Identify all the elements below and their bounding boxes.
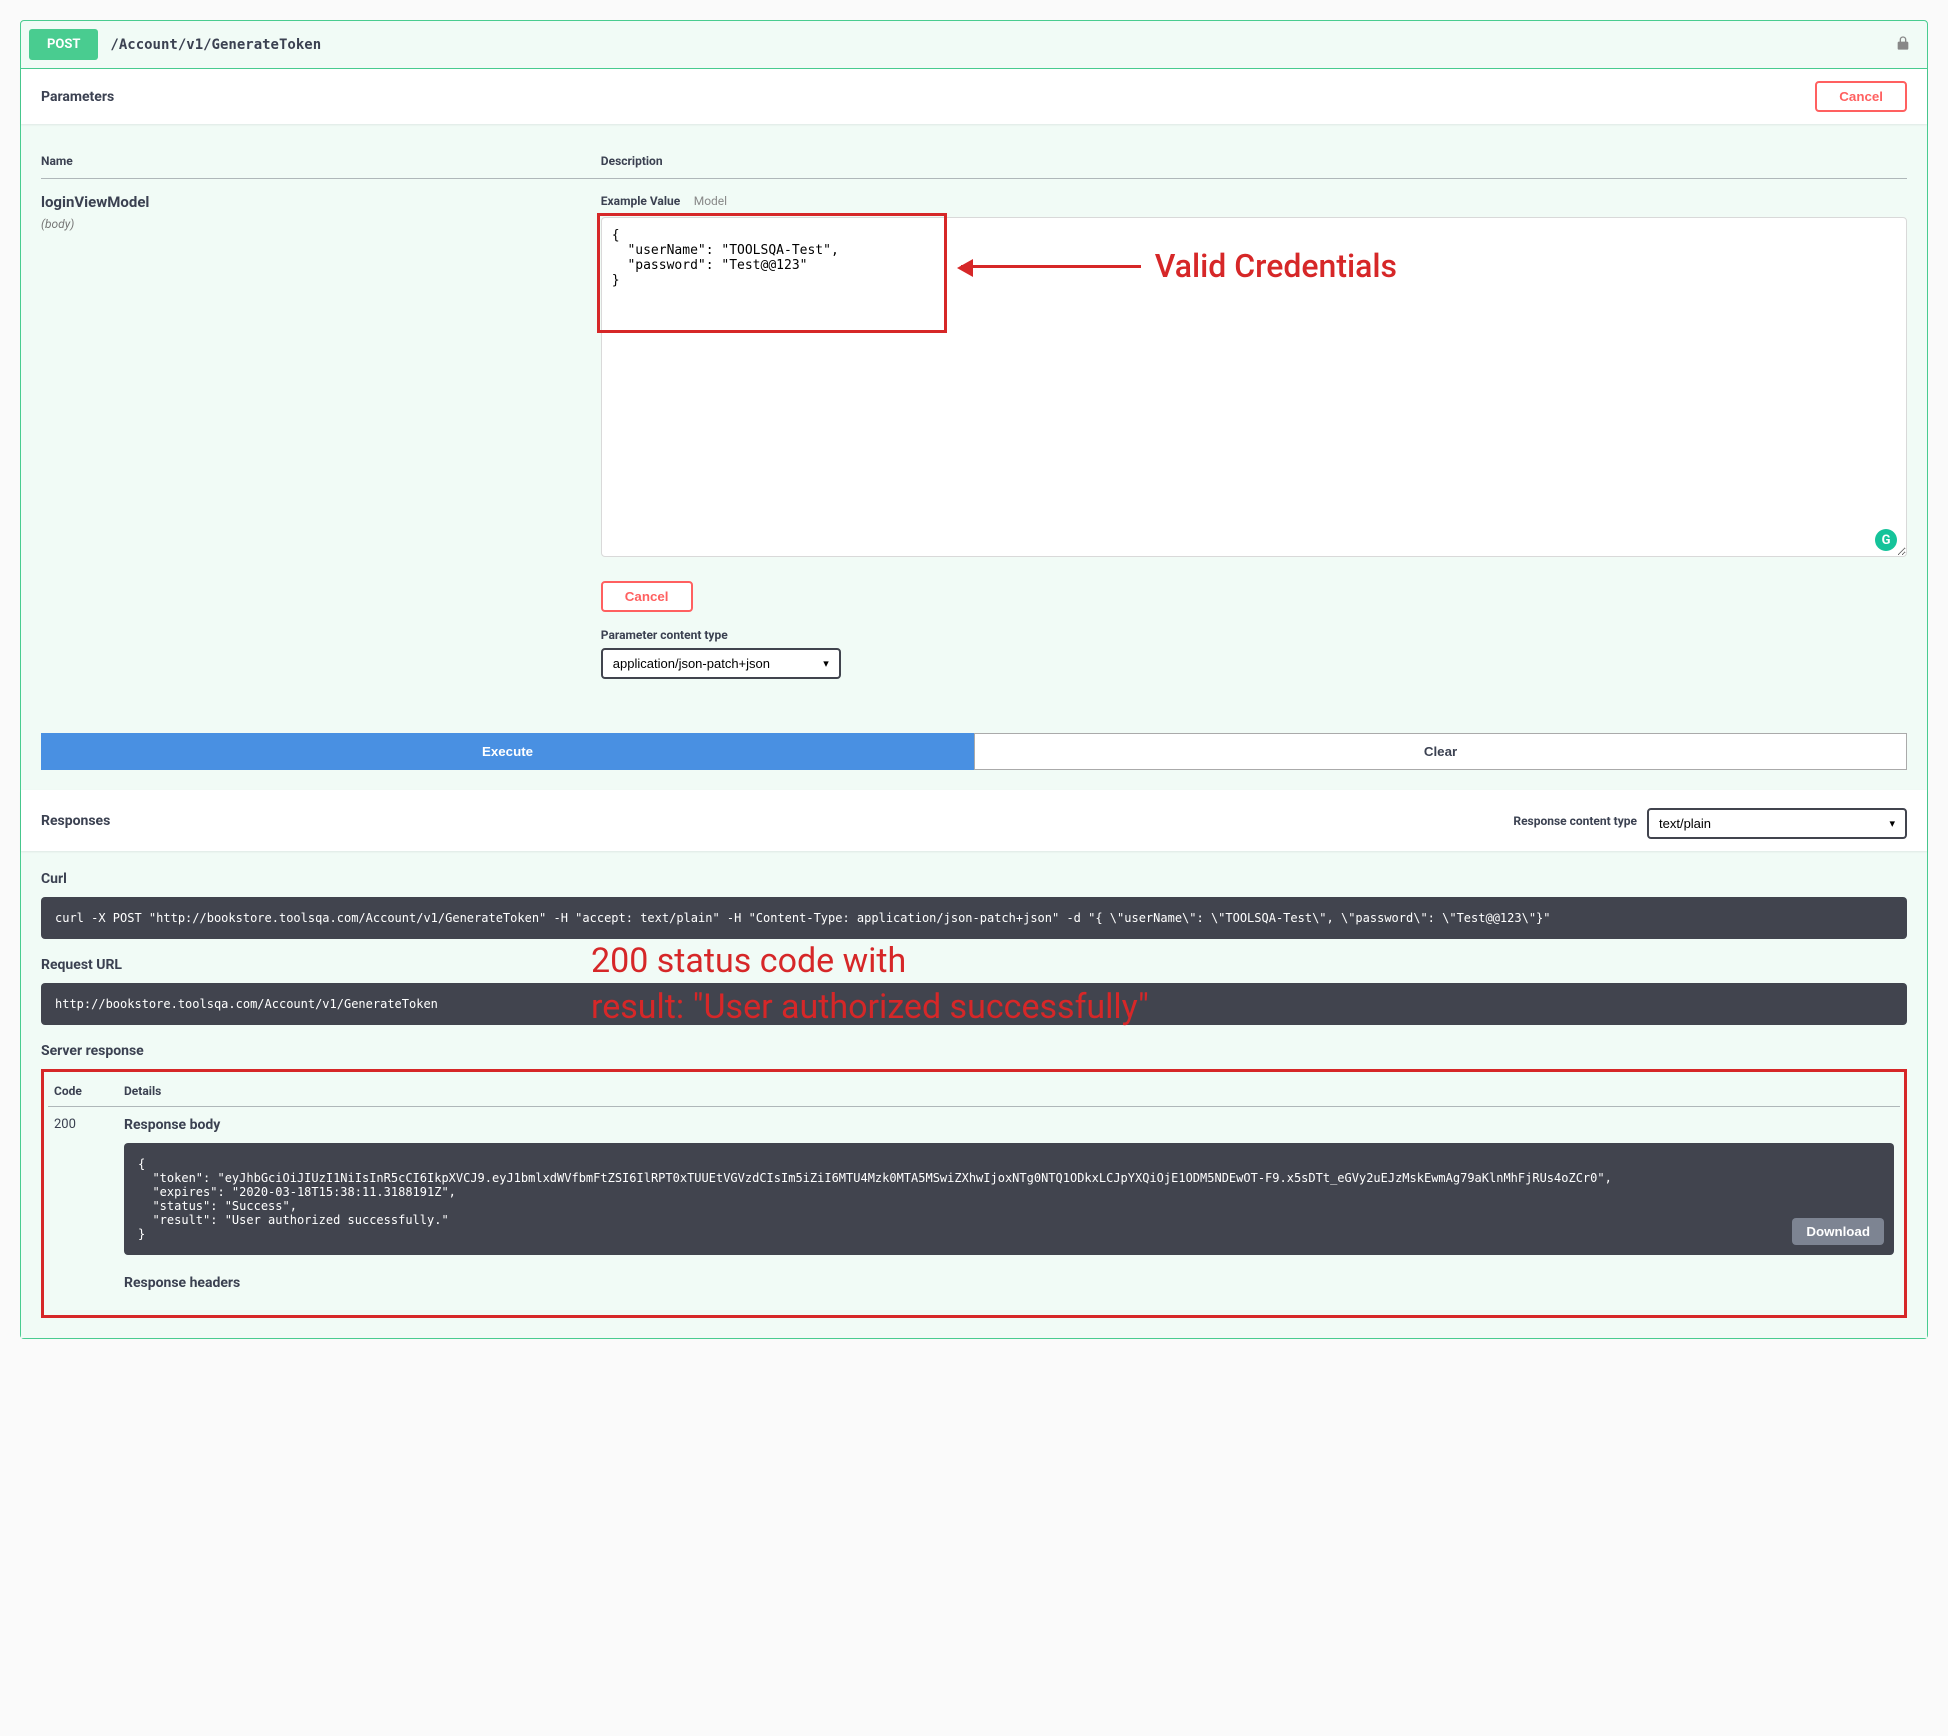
execute-button[interactable]: Execute bbox=[41, 733, 974, 770]
content-type-select[interactable]: application/json-patch+json ▾ bbox=[601, 648, 841, 679]
download-button[interactable]: Download bbox=[1792, 1218, 1884, 1245]
response-row: 200 Response body { "token": "eyJhbGciOi… bbox=[48, 1107, 1900, 1312]
status-code: 200 bbox=[48, 1107, 118, 1312]
responses-body: Curl curl -X POST "http://bookstore.tool… bbox=[21, 851, 1927, 1338]
col-code: Code bbox=[48, 1076, 118, 1107]
opblock-body: Parameters Cancel Name Description login… bbox=[21, 69, 1927, 1338]
param-name: loginViewModel bbox=[41, 193, 601, 211]
col-name: Name bbox=[41, 144, 601, 179]
grammarly-icon[interactable]: G bbox=[1875, 529, 1897, 551]
curl-block: curl -X POST "http://bookstore.toolsqa.c… bbox=[41, 897, 1907, 939]
annotation-text: Valid Credentials bbox=[1155, 247, 1397, 285]
response-content-type: Response content type text/plain ▾ bbox=[1513, 802, 1907, 839]
method-badge: POST bbox=[29, 29, 98, 60]
col-description: Description bbox=[601, 144, 1907, 179]
server-response-label: Server response bbox=[41, 1043, 1907, 1059]
responses-header: Responses Response content type text/pla… bbox=[21, 790, 1927, 851]
response-body-wrap: { "token": "eyJhbGciOiJIUzI1NiIsInR5cCI6… bbox=[124, 1143, 1894, 1255]
response-content-type-dropdown[interactable]: text/plain bbox=[1659, 816, 1881, 831]
response-table: Code Details 200 Response body { "token"… bbox=[48, 1076, 1900, 1311]
execute-row: Execute Clear bbox=[21, 713, 1927, 790]
lock-icon[interactable] bbox=[1895, 35, 1911, 55]
response-content-type-select[interactable]: text/plain ▾ bbox=[1647, 808, 1907, 839]
parameters-title: Parameters bbox=[41, 89, 114, 105]
param-row: loginViewModel (body) Example Value Mode… bbox=[41, 179, 1907, 694]
cancel-button[interactable]: Cancel bbox=[1815, 81, 1907, 112]
chevron-down-icon: ▾ bbox=[823, 657, 829, 670]
parameters-block: Name Description loginViewModel (body) E… bbox=[21, 124, 1927, 713]
example-tabs: Example Value Model bbox=[601, 193, 1907, 209]
tab-example-value[interactable]: Example Value bbox=[601, 194, 680, 208]
curl-label: Curl bbox=[41, 871, 1907, 887]
response-headers-label: Response headers bbox=[124, 1275, 1894, 1291]
result-annotation: 200 status code withresult: "User author… bbox=[591, 939, 1149, 1031]
response-body-block: { "token": "eyJhbGciOiJIUzI1NiIsInR5cCI6… bbox=[124, 1143, 1894, 1255]
tab-model[interactable]: Model bbox=[694, 194, 727, 208]
cancel-button-small[interactable]: Cancel bbox=[601, 581, 693, 612]
responses-title: Responses bbox=[41, 813, 110, 829]
endpoint-path: /Account/v1/GenerateToken bbox=[110, 37, 1895, 53]
clear-button[interactable]: Clear bbox=[974, 733, 1907, 770]
chevron-down-icon: ▾ bbox=[1889, 817, 1895, 830]
parameters-header: Parameters Cancel bbox=[21, 69, 1927, 124]
opblock-summary[interactable]: POST /Account/v1/GenerateToken bbox=[21, 21, 1927, 69]
annotation-arrow: Valid Credentials bbox=[961, 247, 1397, 285]
server-response-box: Code Details 200 Response body { "token"… bbox=[41, 1069, 1907, 1318]
param-in: (body) bbox=[41, 217, 601, 231]
body-textarea-wrap: Valid Credentials G bbox=[601, 217, 1907, 561]
col-details: Details bbox=[118, 1076, 1900, 1107]
content-type-dropdown[interactable]: application/json-patch+json bbox=[613, 656, 815, 671]
opblock: POST /Account/v1/GenerateToken Parameter… bbox=[20, 20, 1928, 1339]
content-type-label: Parameter content type bbox=[601, 628, 1907, 642]
parameters-table: Name Description loginViewModel (body) E… bbox=[41, 144, 1907, 693]
response-content-type-label: Response content type bbox=[1513, 814, 1637, 828]
response-body-label: Response body bbox=[124, 1117, 1894, 1133]
